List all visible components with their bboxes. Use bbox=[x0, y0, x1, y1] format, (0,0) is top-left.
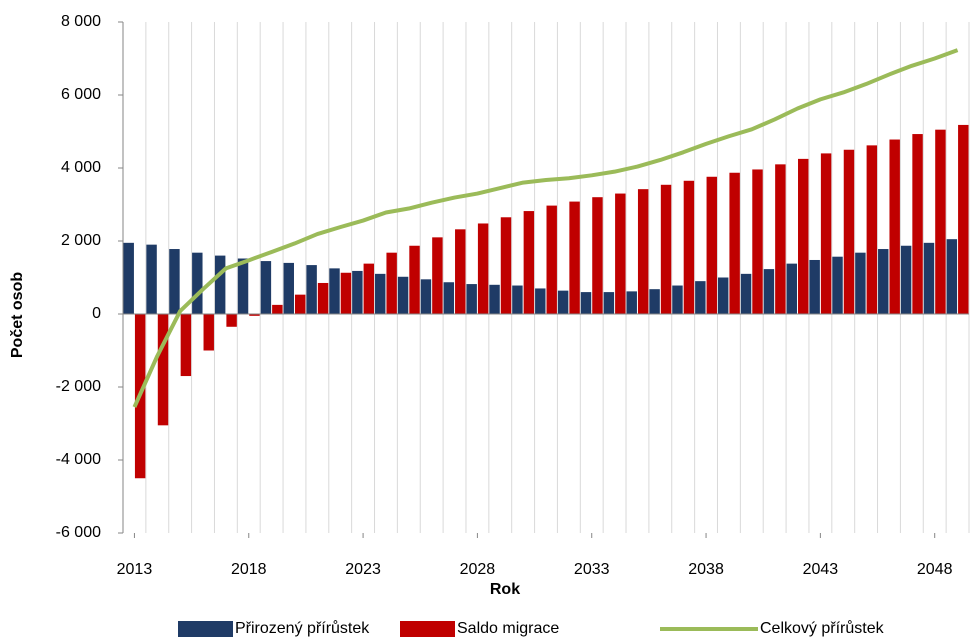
bar bbox=[489, 284, 500, 314]
bar bbox=[317, 282, 329, 314]
bar bbox=[729, 172, 740, 314]
bar bbox=[146, 244, 157, 314]
bar bbox=[637, 189, 649, 314]
legend-swatch bbox=[178, 621, 233, 637]
bar bbox=[615, 193, 626, 314]
bar bbox=[397, 276, 409, 314]
bar bbox=[260, 261, 272, 314]
x-tick-label: 2038 bbox=[688, 561, 724, 578]
bar bbox=[706, 176, 717, 314]
bar bbox=[306, 265, 317, 314]
bar bbox=[455, 229, 466, 314]
bar bbox=[169, 249, 180, 314]
x-tick-label: 2013 bbox=[117, 561, 153, 578]
bar bbox=[237, 258, 249, 314]
x-tick-label: 2018 bbox=[231, 561, 267, 578]
bar bbox=[203, 314, 214, 351]
bar bbox=[443, 282, 455, 314]
x-tick-label: 2028 bbox=[460, 561, 496, 578]
x-tick-label: 2033 bbox=[574, 561, 610, 578]
legend-swatch bbox=[400, 621, 455, 637]
bar bbox=[592, 197, 603, 314]
y-tick-label: 6 000 bbox=[61, 86, 101, 103]
bar bbox=[866, 145, 878, 314]
bar bbox=[889, 139, 900, 314]
bar bbox=[900, 245, 912, 314]
legend-label: Celkový přírůstek bbox=[760, 619, 885, 637]
y-tick-label: 8 000 bbox=[61, 13, 101, 30]
bar bbox=[294, 294, 306, 314]
bar bbox=[855, 252, 866, 314]
bar bbox=[935, 129, 946, 314]
bar bbox=[763, 269, 775, 314]
y-tick-label: -2 000 bbox=[56, 378, 101, 395]
bar bbox=[432, 237, 443, 314]
bar bbox=[603, 292, 615, 314]
y-tick-label: -4 000 bbox=[56, 451, 101, 468]
bar bbox=[786, 263, 798, 314]
y-tick-label: 2 000 bbox=[61, 232, 101, 249]
bar bbox=[352, 270, 363, 314]
y-tick-label: 4 000 bbox=[61, 159, 101, 176]
y-axis-title: Počet osob bbox=[9, 272, 26, 358]
bar bbox=[580, 292, 592, 314]
line bbox=[132, 48, 959, 408]
bar bbox=[123, 242, 134, 314]
bar bbox=[180, 314, 192, 377]
y-tick-label: 0 bbox=[92, 305, 101, 322]
bar bbox=[832, 256, 843, 314]
bar bbox=[420, 279, 432, 314]
bar bbox=[752, 169, 763, 314]
bar bbox=[820, 153, 832, 314]
bar bbox=[683, 180, 695, 314]
bar bbox=[843, 149, 855, 314]
bar bbox=[226, 314, 237, 327]
x-tick-label: 2043 bbox=[803, 561, 839, 578]
y-tick-label: -6 000 bbox=[56, 524, 101, 541]
bar bbox=[523, 211, 535, 314]
bar bbox=[740, 273, 752, 314]
bar bbox=[809, 259, 820, 314]
x-tick-label: 2048 bbox=[917, 561, 953, 578]
bar bbox=[626, 291, 637, 314]
bar bbox=[546, 205, 557, 314]
bar bbox=[272, 304, 283, 314]
bar bbox=[717, 277, 729, 314]
legend-label: Přirozený přírůstek bbox=[235, 619, 370, 637]
bar bbox=[557, 290, 569, 314]
bar bbox=[878, 249, 889, 314]
bar bbox=[923, 242, 935, 314]
bar bbox=[386, 252, 397, 314]
bar bbox=[375, 273, 386, 314]
bar bbox=[249, 314, 260, 316]
bar bbox=[340, 272, 352, 314]
bar bbox=[409, 245, 420, 314]
bar bbox=[500, 217, 512, 314]
bar bbox=[329, 268, 340, 314]
bar bbox=[672, 285, 683, 314]
bar bbox=[695, 281, 706, 314]
bar bbox=[477, 223, 489, 314]
bar bbox=[157, 314, 169, 426]
bar bbox=[569, 201, 580, 314]
bar bbox=[912, 134, 923, 314]
bar bbox=[958, 124, 969, 315]
legend-label: Saldo migrace bbox=[457, 620, 559, 637]
bar bbox=[512, 285, 523, 314]
x-axis-title: Rok bbox=[490, 581, 520, 598]
bar bbox=[946, 239, 958, 314]
bar bbox=[214, 255, 226, 314]
bar bbox=[363, 263, 375, 314]
bar bbox=[775, 164, 786, 314]
bar bbox=[192, 252, 203, 314]
bar bbox=[649, 289, 660, 314]
bar bbox=[283, 262, 294, 314]
bar bbox=[466, 284, 477, 314]
bar bbox=[660, 184, 672, 314]
x-tick-label: 2023 bbox=[345, 561, 381, 578]
bar bbox=[798, 158, 809, 314]
bar bbox=[535, 288, 546, 314]
